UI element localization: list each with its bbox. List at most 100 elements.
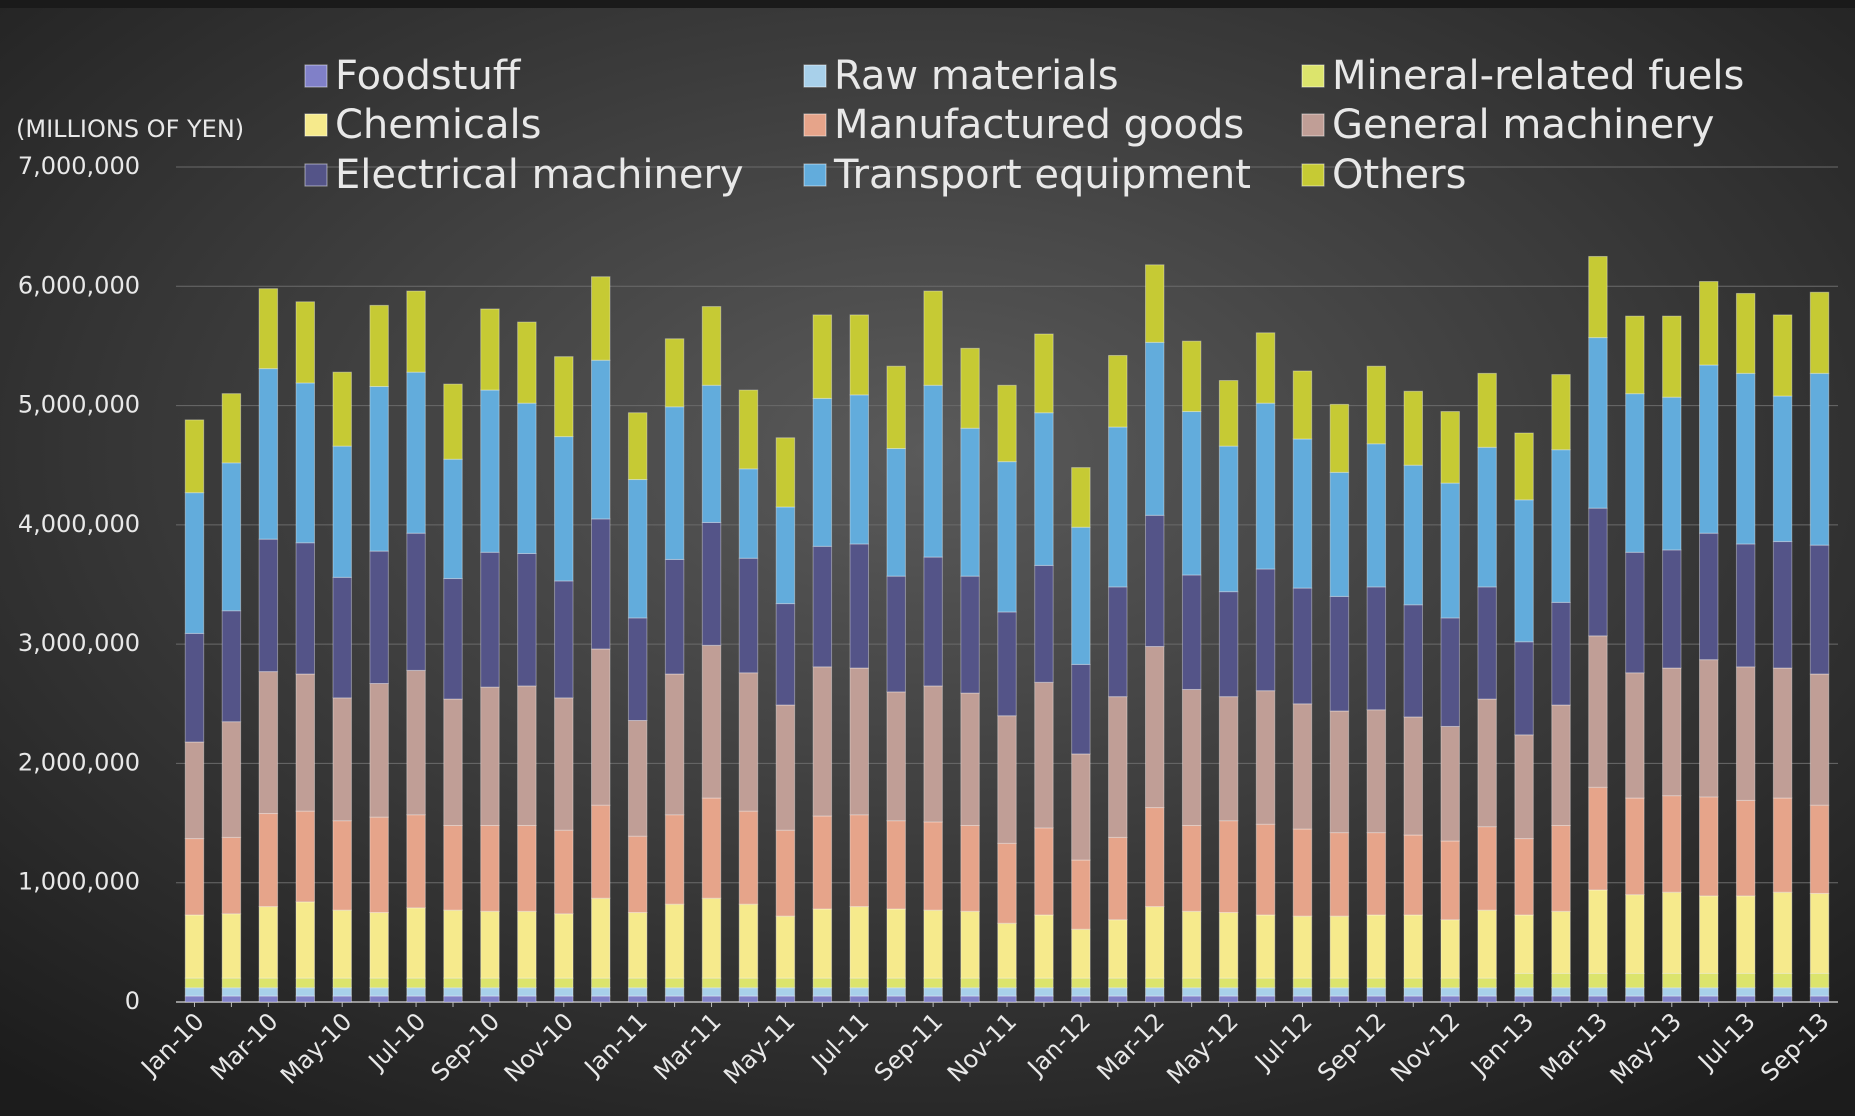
- bar-segment: [923, 556, 943, 687]
- bar-segment: [701, 797, 722, 899]
- bar-segment: [1292, 915, 1313, 979]
- bar-segment: [960, 995, 980, 1003]
- bar-segment: [1699, 281, 1719, 366]
- bar-segment: [221, 393, 242, 464]
- bar-segment: [1772, 314, 1793, 397]
- bar-segment: [480, 551, 500, 688]
- bar-segment: [1477, 698, 1497, 828]
- bar-segment: [369, 683, 389, 818]
- bar-segment: [812, 815, 833, 910]
- y-tick-label: 0: [125, 987, 140, 1015]
- bar-segment: [960, 987, 980, 997]
- bar-segment: [701, 987, 722, 997]
- bar-segment: [554, 436, 574, 582]
- bar-segment: [1514, 995, 1534, 1003]
- bar-segment: [591, 648, 611, 806]
- bar-segment: [1440, 977, 1460, 989]
- bar-segment: [517, 552, 537, 687]
- bar-segment: [1034, 995, 1054, 1003]
- legend-label: Mineral-related fuels: [1332, 53, 1744, 99]
- bar-segment: [664, 558, 685, 675]
- bar-segment: [923, 909, 943, 979]
- bar-segment: [1662, 795, 1682, 893]
- bar-segment: [960, 575, 980, 694]
- bar-segment: [738, 903, 759, 979]
- bar-segment: [1255, 402, 1276, 570]
- bar-segment: [1255, 987, 1276, 997]
- bar-segment: [1772, 395, 1793, 543]
- bar-segment: [258, 813, 279, 908]
- bar-segment: [480, 389, 500, 553]
- bar-segment: [997, 842, 1017, 924]
- bar-segment: [591, 897, 611, 979]
- legend-label: Chemicals: [335, 102, 541, 148]
- bar-segment: [258, 987, 279, 997]
- bar-segment: [701, 384, 722, 523]
- bar-segment: [184, 914, 205, 979]
- bar-segment: [701, 995, 722, 1003]
- bar-segment: [554, 987, 574, 997]
- bar-segment: [1255, 332, 1276, 404]
- bar-segment: [1588, 995, 1608, 1003]
- legend-label: Raw materials: [834, 53, 1119, 99]
- bar-segment: [1403, 834, 1423, 916]
- bar-segment: [591, 977, 611, 989]
- bar-segment: [1329, 471, 1350, 597]
- bar-segment: [1329, 595, 1350, 712]
- bar-segment: [221, 995, 242, 1003]
- y-tick-label: 4,000,000: [18, 510, 140, 538]
- bar-segment: [221, 721, 242, 838]
- bar-segment: [1662, 972, 1682, 989]
- bar-segment: [1329, 915, 1350, 979]
- bar-segment: [480, 995, 500, 1003]
- legend-swatch: [803, 64, 827, 88]
- bar-segment: [591, 359, 611, 520]
- bar-segment: [443, 698, 463, 826]
- bar-segment: [1108, 836, 1128, 921]
- bar-segment: [1551, 374, 1571, 451]
- bar-segment: [701, 644, 722, 799]
- bar-segment: [258, 906, 279, 979]
- bar-segment: [480, 686, 500, 826]
- bar-segment: [1292, 370, 1313, 440]
- bar-segment: [960, 910, 980, 979]
- bar-segment: [443, 458, 463, 580]
- bar-segment: [1403, 604, 1423, 718]
- bar-segment: [1292, 828, 1313, 917]
- bar-segment: [812, 995, 833, 1003]
- bar-segment: [960, 824, 980, 912]
- bar-segment: [1071, 977, 1091, 989]
- bar-segment: [1218, 995, 1239, 1003]
- bar-segment: [997, 977, 1017, 989]
- bar-segment: [775, 704, 796, 831]
- bar-segment: [258, 977, 279, 989]
- bar-segment: [1034, 564, 1054, 683]
- bar-segment: [1218, 987, 1239, 997]
- bar-segment: [1440, 617, 1460, 727]
- bar-segment: [295, 382, 315, 544]
- bar-segment: [849, 814, 869, 908]
- bar-segment: [517, 910, 537, 979]
- bar-segment: [1551, 972, 1571, 989]
- bar-segment: [591, 804, 611, 899]
- bar-segment: [554, 697, 574, 831]
- bar-segment: [775, 506, 796, 605]
- bar-segment: [1551, 824, 1571, 912]
- bar-segment: [1699, 659, 1719, 798]
- bar-segment: [886, 908, 906, 979]
- bar-segment: [1625, 995, 1645, 1003]
- bar-segment: [554, 977, 574, 989]
- bar-segment: [664, 338, 685, 408]
- bar-segment: [1071, 526, 1091, 665]
- bar-segment: [295, 995, 315, 1003]
- bar-segment: [664, 903, 685, 979]
- bar-segment: [1588, 337, 1608, 509]
- bar-segment: [517, 824, 537, 912]
- bar-segment: [258, 671, 279, 815]
- bar-segment: [1588, 972, 1608, 989]
- bar-segment: [1699, 796, 1719, 897]
- bar-segment: [1809, 372, 1830, 546]
- bar-segment: [997, 995, 1017, 1003]
- bar-segment: [1181, 824, 1202, 912]
- bar-segment: [1662, 667, 1682, 797]
